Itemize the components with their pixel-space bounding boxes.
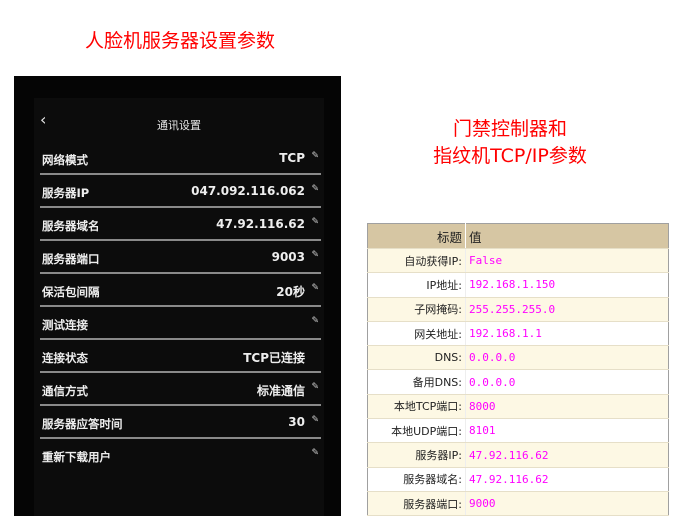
setting-value: 20秒 <box>276 285 305 299</box>
pencil-icon[interactable]: ✎ <box>311 316 319 326</box>
table-row: IP地址: 192.168.1.150 <box>367 272 669 298</box>
param-value: 0.0.0.0 <box>465 345 669 371</box>
setting-value: TCP已连接 <box>243 351 305 365</box>
screen-header: ‹ 通讯设置 <box>34 98 324 142</box>
setting-row[interactable]: 连接状态 TCP已连接 <box>40 340 321 373</box>
setting-row[interactable]: 重新下载用户 ✎ <box>40 439 321 472</box>
setting-row[interactable]: 服务器IP 047.092.116.062 ✎ <box>40 175 321 208</box>
setting-label: 保活包间隔 <box>42 285 100 299</box>
column-header-title: 标题 <box>367 223 466 249</box>
pencil-icon[interactable]: ✎ <box>311 283 319 293</box>
param-label: 服务器IP: <box>367 442 466 468</box>
pencil-icon[interactable]: ✎ <box>311 184 319 194</box>
screen-title: 通讯设置 <box>157 119 201 132</box>
table-row: 本地UDP端口: 8101 <box>367 418 669 444</box>
setting-label: 服务器应答时间 <box>42 417 123 431</box>
param-value: False <box>465 248 669 274</box>
table-row: 服务器端口: 9000 <box>367 491 669 517</box>
setting-label: 连接状态 <box>42 351 88 365</box>
right-caption-line2: 指纹机TCP/IP参数 <box>433 145 587 167</box>
table-row: 本地TCP端口: 8000 <box>367 394 669 420</box>
setting-label: 服务器域名 <box>42 219 100 233</box>
table-row: 服务器域名: 47.92.116.62 <box>367 467 669 492</box>
param-label: IP地址: <box>367 272 466 298</box>
left-caption: 人脸机服务器设置参数 <box>84 30 275 52</box>
table-row: 网关地址: 192.168.1.1 <box>367 321 669 347</box>
face-device-photo: ‹ 通讯设置 网络模式 TCP ✎ 服务器IP 047.092.116.062 ✎ 服务器域… <box>14 76 341 516</box>
param-label: 本地TCP端口: <box>367 394 466 420</box>
setting-label: 重新下载用户 <box>42 450 111 464</box>
param-label: 服务器端口: <box>367 491 466 517</box>
param-value: 47.92.116.62 <box>465 442 669 468</box>
setting-row[interactable]: 服务器应答时间 30 ✎ <box>40 406 321 439</box>
setting-row[interactable]: 通信方式 标准通信 ✎ <box>40 373 321 406</box>
table-row: 自动获得IP: False <box>367 248 669 274</box>
setting-value: 047.092.116.062 <box>191 184 305 198</box>
param-label: 子网掩码: <box>367 297 466 322</box>
table-row: 子网掩码: 255.255.255.0 <box>367 297 669 322</box>
param-label: 本地UDP端口: <box>367 418 466 444</box>
setting-label: 服务器IP <box>42 186 90 200</box>
table-row: DNS: 0.0.0.0 <box>367 345 669 371</box>
setting-value: 30 <box>288 415 305 429</box>
setting-row[interactable]: 保活包间隔 20秒 ✎ <box>40 274 321 307</box>
pencil-icon[interactable]: ✎ <box>311 382 319 392</box>
param-value: 47.92.116.62 <box>465 467 669 492</box>
setting-value: 47.92.116.62 <box>216 217 305 231</box>
pencil-icon[interactable]: ✎ <box>311 217 319 227</box>
setting-value: 标准通信 <box>256 384 305 398</box>
param-value: 192.168.1.1 <box>465 321 669 347</box>
pencil-icon[interactable]: ✎ <box>311 151 319 161</box>
device-screen: ‹ 通讯设置 网络模式 TCP ✎ 服务器IP 047.092.116.062 ✎ 服务器域… <box>34 98 324 516</box>
right-caption-line1: 门禁控制器和 <box>452 118 567 140</box>
param-value: 255.255.255.0 <box>465 297 669 322</box>
setting-value: TCP <box>279 151 305 165</box>
setting-row[interactable]: 网络模式 TCP ✎ <box>40 142 321 175</box>
param-label: 网关地址: <box>367 321 466 347</box>
table-row: 备用DNS: 0.0.0.0 <box>367 369 669 395</box>
setting-label: 网络模式 <box>42 153 88 167</box>
param-value: 8000 <box>465 394 669 420</box>
param-value: 192.168.1.150 <box>465 272 669 298</box>
right-caption: 门禁控制器和 指纹机TCP/IP参数 <box>390 116 630 170</box>
param-value: 0.0.0.0 <box>465 369 669 395</box>
setting-row[interactable]: 服务器域名 47.92.116.62 ✎ <box>40 208 321 241</box>
param-label: 自动获得IP: <box>367 248 466 274</box>
table-row: 服务器IP: 47.92.116.62 <box>367 442 669 468</box>
param-value: 9000 <box>465 491 669 517</box>
param-value: 8101 <box>465 418 669 444</box>
chevron-left-icon[interactable]: ‹ <box>40 110 47 129</box>
param-label: DNS: <box>367 345 466 371</box>
param-label: 备用DNS: <box>367 369 466 395</box>
setting-label: 服务器端口 <box>42 252 100 266</box>
pencil-icon[interactable]: ✎ <box>311 250 319 260</box>
tcpip-params-table: 标题 值 自动获得IP: False IP地址: 192.168.1.150 子网掩码:… <box>367 223 669 517</box>
setting-value: 9003 <box>271 250 305 264</box>
pencil-icon[interactable]: ✎ <box>311 415 319 425</box>
setting-row[interactable]: 测试连接 ✎ <box>40 307 321 340</box>
setting-label: 测试连接 <box>42 318 88 332</box>
column-header-value: 值 <box>465 223 669 249</box>
setting-label: 通信方式 <box>42 384 88 398</box>
param-label: 服务器域名: <box>367 467 466 492</box>
pencil-icon[interactable]: ✎ <box>311 448 319 458</box>
setting-row[interactable]: 服务器端口 9003 ✎ <box>40 241 321 274</box>
